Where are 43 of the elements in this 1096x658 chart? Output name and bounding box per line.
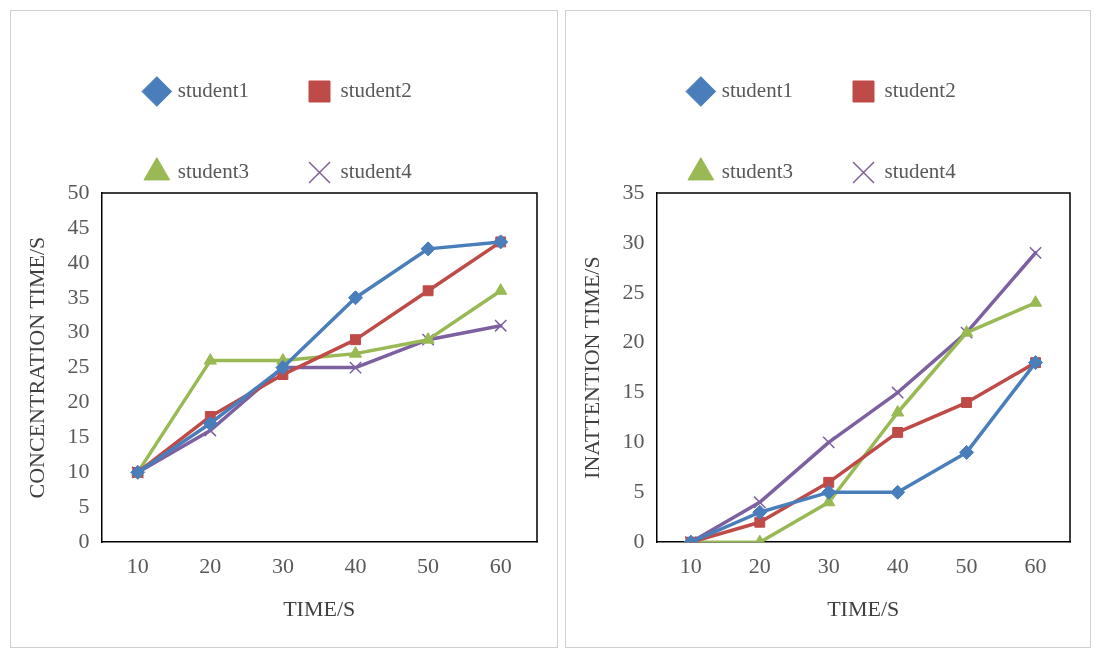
x-tick-label: 30 [271, 553, 294, 579]
legend-label: student2 [884, 78, 956, 103]
x-tick-label: 10 [679, 553, 702, 579]
legend-label: student1 [177, 78, 250, 103]
x-tick-label: 60 [489, 553, 512, 579]
y-tick-label: 45 [67, 213, 90, 239]
legend-label: student3 [721, 159, 794, 184]
y-tick-label: 0 [78, 527, 90, 553]
x-tick-label: 40 [344, 553, 367, 579]
y-tick-label: 10 [67, 458, 90, 484]
y-axis-title: CONCENTRATION TIME/S [23, 236, 49, 499]
legend-label: student2 [340, 78, 412, 103]
legend-label: student1 [721, 78, 794, 103]
y-tick-label: 35 [67, 283, 90, 309]
x-tick-label: 50 [955, 553, 978, 579]
x-axis-title: TIME/S [283, 595, 356, 621]
x-tick-label: 30 [817, 553, 840, 579]
y-tick-label: 25 [622, 278, 645, 304]
y-axis-title: INATTENTION TIME/S [578, 256, 604, 479]
y-tick-label: 30 [622, 228, 645, 254]
x-tick-label: 20 [199, 553, 222, 579]
y-tick-label: 0 [633, 527, 645, 553]
y-tick-label: 10 [622, 428, 645, 454]
x-tick-label: 10 [126, 553, 149, 579]
y-tick-label: 25 [67, 353, 90, 379]
y-tick-label: 35 [622, 178, 645, 204]
y-tick-label: 40 [67, 248, 90, 274]
y-tick-label: 20 [67, 388, 90, 414]
legend-label: student4 [340, 159, 413, 184]
y-tick-label: 15 [622, 378, 645, 404]
y-tick-label: 50 [67, 178, 90, 204]
y-tick-label: 15 [67, 423, 90, 449]
x-tick-label: 50 [417, 553, 440, 579]
y-tick-label: 5 [78, 493, 90, 519]
y-tick-label: 5 [633, 478, 645, 504]
x-axis-title: TIME/S [827, 595, 900, 621]
y-tick-label: 30 [67, 318, 90, 344]
x-tick-label: 40 [886, 553, 909, 579]
x-tick-label: 20 [748, 553, 771, 579]
legend-label: student3 [177, 159, 250, 184]
x-tick-label: 60 [1024, 553, 1047, 579]
y-tick-label: 20 [622, 328, 645, 354]
legend-label: student4 [884, 159, 957, 184]
